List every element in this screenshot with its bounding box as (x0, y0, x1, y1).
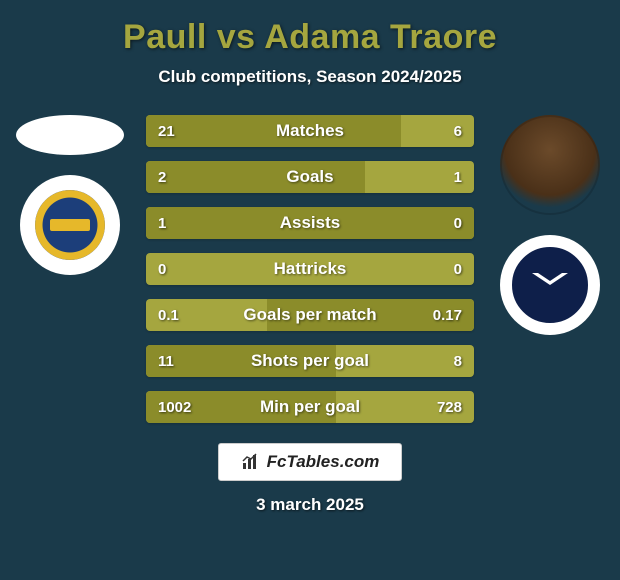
club-right-logo (500, 235, 600, 335)
left-player-column (10, 115, 130, 275)
player-right-avatar (500, 115, 600, 215)
footer: FcTables.com 3 march 2025 (218, 443, 403, 515)
stat-label: Goals per match (146, 305, 474, 325)
footer-date: 3 march 2025 (256, 495, 364, 515)
mariners-badge-icon (35, 190, 105, 260)
stat-value-right: 728 (437, 399, 462, 416)
stat-label: Goals (146, 167, 474, 187)
page-subtitle: Club competitions, Season 2024/2025 (158, 67, 461, 87)
stat-label: Shots per goal (146, 351, 474, 371)
victory-badge-icon (510, 245, 590, 325)
stat-value-right: 8 (454, 353, 462, 370)
right-player-column (490, 115, 610, 335)
chart-icon (241, 453, 259, 471)
comparison-card: Paull vs Adama Traore Club competitions,… (0, 0, 620, 580)
stat-bars: 21Matches62Goals11Assists00Hattricks00.1… (130, 115, 490, 423)
stat-row: 0.1Goals per match0.17 (146, 299, 474, 331)
stat-row: 2Goals1 (146, 161, 474, 193)
stat-value-right: 6 (454, 123, 462, 140)
chevron-icon (532, 273, 568, 297)
stat-label: Assists (146, 213, 474, 233)
stat-label: Min per goal (146, 397, 474, 417)
content-row: 21Matches62Goals11Assists00Hattricks00.1… (10, 115, 610, 423)
stat-row: 21Matches6 (146, 115, 474, 147)
stat-value-right: 0 (454, 215, 462, 232)
stat-label: Hattricks (146, 259, 474, 279)
stat-value-right: 1 (454, 169, 462, 186)
player-left-avatar (16, 115, 124, 155)
stat-row: 1002Min per goal728 (146, 391, 474, 423)
stat-value-right: 0 (454, 261, 462, 278)
stat-row: 11Shots per goal8 (146, 345, 474, 377)
brand-badge[interactable]: FcTables.com (218, 443, 403, 481)
brand-text: FcTables.com (267, 452, 380, 472)
club-left-logo (20, 175, 120, 275)
stat-label: Matches (146, 121, 474, 141)
stat-row: 1Assists0 (146, 207, 474, 239)
page-title: Paull vs Adama Traore (123, 18, 497, 57)
stat-value-right: 0.17 (433, 307, 462, 324)
stat-row: 0Hattricks0 (146, 253, 474, 285)
